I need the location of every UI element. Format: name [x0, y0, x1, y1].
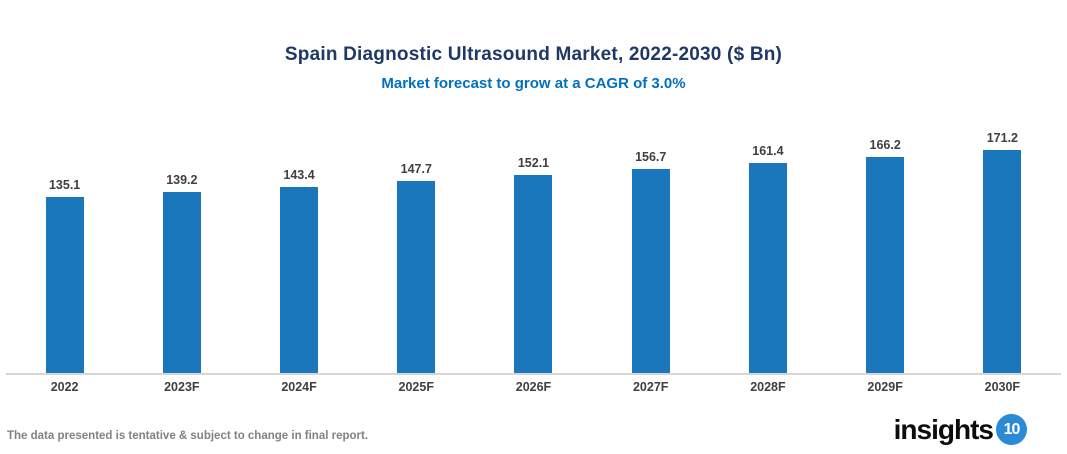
- bar-column: 152.1: [475, 156, 592, 373]
- bar-value-label: 156.7: [635, 150, 667, 164]
- chart-title: Spain Diagnostic Ultrasound Market, 2022…: [284, 44, 783, 65]
- bar-column: 135.1: [6, 178, 123, 373]
- bar-value-label: 147.7: [400, 162, 432, 176]
- bar-value-label: 161.4: [752, 144, 784, 158]
- x-tick-label: 2030F: [984, 380, 1021, 394]
- bar-column: 166.2: [827, 138, 944, 373]
- bar-column: 139.2: [123, 173, 240, 373]
- insights10-logo: insights 10: [894, 414, 1027, 445]
- bar-column: 143.4: [240, 168, 357, 373]
- bar-value-label: 166.2: [869, 138, 901, 152]
- bar-column: 156.7: [592, 150, 709, 373]
- bar: [631, 169, 670, 373]
- bar: [514, 175, 553, 373]
- x-tick-label: 2022: [50, 380, 79, 394]
- bar-value-label: 139.2: [166, 173, 198, 187]
- bar-value-label: 152.1: [517, 156, 550, 170]
- x-tick-label: 2024F: [281, 380, 317, 394]
- bar: [866, 157, 905, 373]
- bar: [45, 197, 84, 373]
- x-tick-label: 2029F: [867, 380, 903, 394]
- x-tick-label: 2028F: [750, 380, 786, 394]
- bar-value-label: 171.2: [986, 131, 1018, 145]
- bar: [748, 163, 787, 373]
- x-tick-label: 2025F: [398, 380, 434, 394]
- bar-column: 147.7: [358, 162, 475, 373]
- x-axis-labels: 2022 2023F 2024F 2025F 2026F 2027F 2028F 2029F 2…: [6, 380, 1061, 394]
- bars-row: 135.1 139.2 143.4 147.7 152.1 156.7 161.4 166.2…: [6, 118, 1061, 375]
- bar-column: 161.4: [709, 144, 826, 373]
- x-tick-label: 2023F: [164, 380, 200, 394]
- bar: [162, 192, 201, 373]
- footer-disclaimer: The data presented is tentative & subjec…: [7, 430, 369, 442]
- x-tick-label: 2026F: [515, 380, 552, 394]
- bar: [983, 150, 1022, 373]
- bar-column: 171.2: [944, 131, 1061, 373]
- x-tick-label: 2027F: [632, 380, 669, 394]
- bar: [280, 187, 319, 373]
- logo-badge-circle: 10: [996, 414, 1027, 445]
- bar: [397, 181, 436, 373]
- bar-value-label: 135.1: [48, 178, 81, 192]
- chart-subtitle: Market forecast to grow at a CAGR of 3.0…: [381, 75, 686, 92]
- bar-value-label: 143.4: [283, 168, 315, 182]
- logo-text: insights: [893, 413, 994, 445]
